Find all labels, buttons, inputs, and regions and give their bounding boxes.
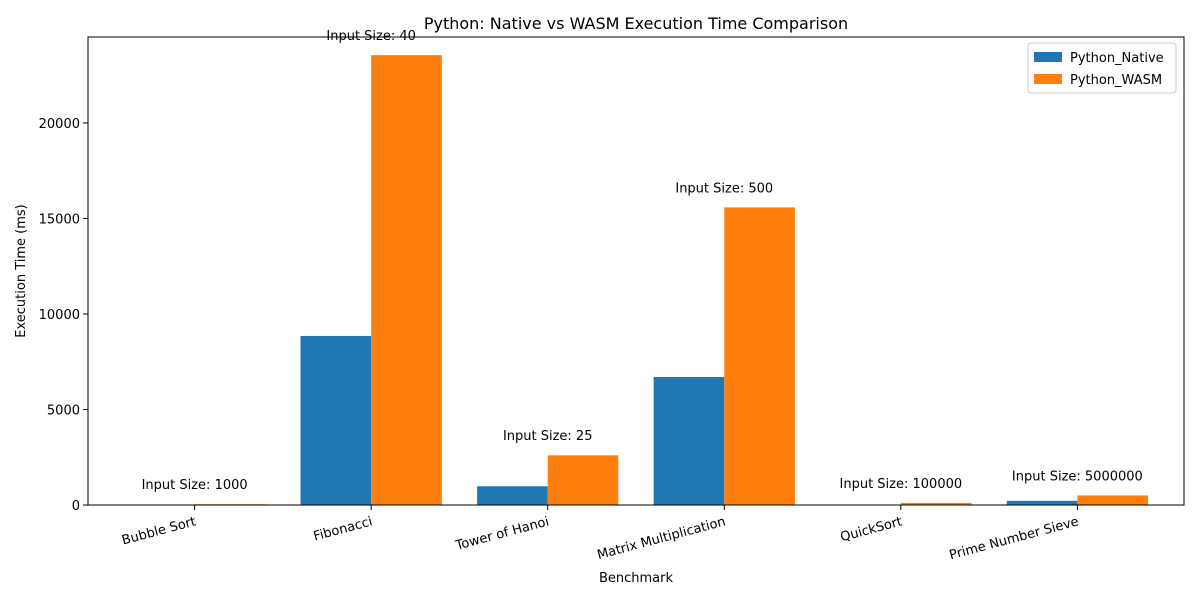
annotation-label: Input Size: 100000	[840, 477, 963, 492]
bar-python-native-3	[654, 377, 725, 505]
x-tick-label: QuickSort	[839, 514, 904, 545]
legend-label: Python_Native	[1070, 51, 1164, 66]
annotation-label: Input Size: 1000	[142, 478, 248, 493]
x-tick-label: Bubble Sort	[120, 514, 197, 548]
annotation-label: Input Size: 500	[675, 181, 773, 196]
x-tick-label: Prime Number Sieve	[948, 514, 1081, 563]
bars-group	[124, 55, 1148, 505]
legend-swatch	[1034, 74, 1062, 84]
x-axis-label: Benchmark	[599, 571, 674, 586]
bar-python-wasm-3	[724, 207, 795, 505]
y-tick-label: 20000	[39, 117, 80, 132]
legend-label: Python_WASM	[1070, 73, 1162, 88]
y-axis-ticks: 0 5000 10000 15000 20000	[39, 117, 88, 514]
bar-python-wasm-1	[371, 55, 442, 505]
annotation-label: Input Size: 5000000	[1012, 469, 1143, 484]
plot-area-frame	[88, 37, 1184, 505]
chart-title: Python: Native vs WASM Execution Time Co…	[424, 14, 848, 33]
y-tick-label: 10000	[39, 308, 80, 323]
y-tick-label: 15000	[39, 212, 80, 227]
legend-swatch	[1034, 52, 1062, 62]
y-tick-label: 0	[72, 499, 80, 514]
x-tick-label: Tower of Hanoi	[453, 514, 551, 554]
x-tick-label: Matrix Multiplication	[596, 514, 728, 563]
bar-python-wasm-5	[1077, 495, 1148, 505]
legend: Python_Native Python_WASM	[1028, 43, 1176, 93]
annotation-label: Input Size: 25	[503, 429, 593, 444]
y-axis-label: Execution Time (ms)	[14, 204, 29, 337]
bar-python-native-1	[301, 336, 372, 505]
bar-python-native-2	[477, 486, 548, 505]
y-tick-label: 5000	[47, 403, 80, 418]
x-tick-label: Fibonacci	[312, 514, 374, 544]
x-axis-ticks: Bubble Sort Fibonacci Tower of Hanoi Matrix…	[120, 505, 1080, 563]
bar-python-wasm-2	[548, 455, 619, 505]
bar-python-native-5	[1007, 501, 1078, 505]
